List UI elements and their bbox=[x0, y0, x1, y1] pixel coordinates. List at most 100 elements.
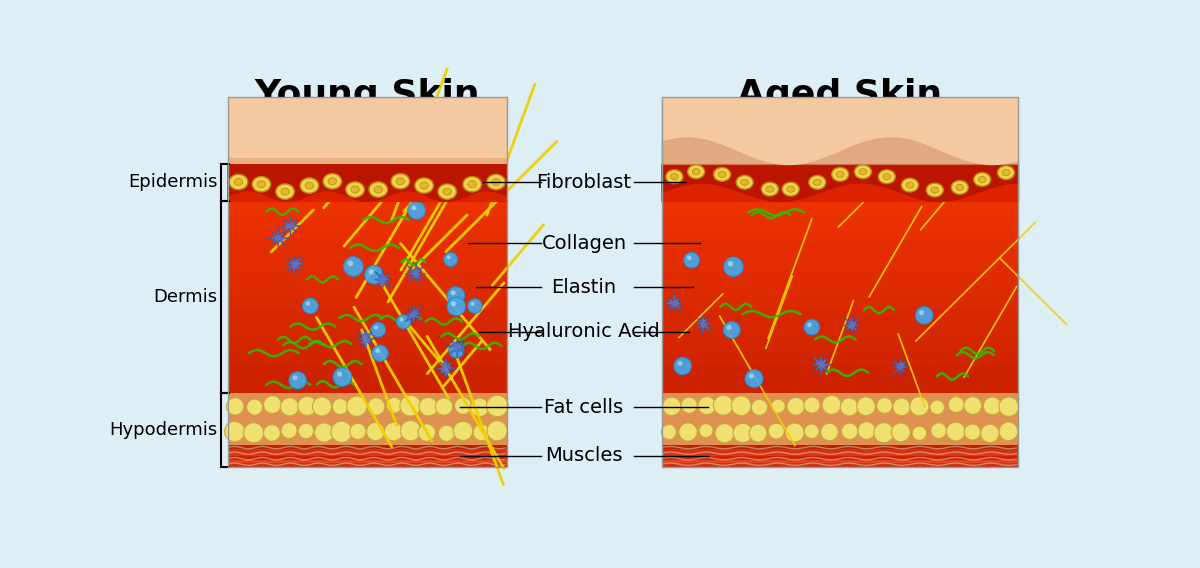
Ellipse shape bbox=[1002, 169, 1010, 176]
Circle shape bbox=[804, 424, 820, 438]
Circle shape bbox=[293, 375, 298, 380]
Polygon shape bbox=[228, 316, 506, 326]
Circle shape bbox=[438, 425, 455, 441]
Circle shape bbox=[299, 423, 313, 438]
Polygon shape bbox=[661, 452, 1018, 456]
Ellipse shape bbox=[252, 177, 271, 192]
Circle shape bbox=[400, 318, 403, 321]
Ellipse shape bbox=[323, 174, 342, 189]
Circle shape bbox=[365, 265, 384, 284]
Circle shape bbox=[446, 287, 464, 304]
Text: Collagen: Collagen bbox=[541, 233, 626, 253]
Circle shape bbox=[451, 301, 456, 306]
Text: Dermis: Dermis bbox=[154, 288, 217, 306]
Circle shape bbox=[367, 398, 385, 415]
Polygon shape bbox=[661, 249, 1018, 258]
Circle shape bbox=[281, 398, 299, 416]
Ellipse shape bbox=[766, 186, 774, 192]
Polygon shape bbox=[228, 307, 506, 316]
Polygon shape bbox=[661, 374, 1018, 383]
Circle shape bbox=[412, 206, 416, 210]
Circle shape bbox=[368, 269, 374, 274]
Polygon shape bbox=[228, 463, 506, 467]
Text: Fibroblast: Fibroblast bbox=[536, 173, 631, 192]
Circle shape bbox=[947, 422, 965, 441]
Polygon shape bbox=[228, 456, 506, 460]
Polygon shape bbox=[228, 258, 506, 268]
Circle shape bbox=[715, 424, 734, 442]
Circle shape bbox=[289, 371, 306, 389]
Polygon shape bbox=[694, 315, 713, 335]
Circle shape bbox=[698, 396, 716, 415]
Ellipse shape bbox=[346, 182, 365, 197]
Ellipse shape bbox=[956, 184, 964, 190]
Circle shape bbox=[964, 396, 982, 415]
Ellipse shape bbox=[787, 186, 794, 192]
Circle shape bbox=[347, 396, 367, 416]
Circle shape bbox=[749, 373, 754, 378]
Ellipse shape bbox=[391, 174, 409, 189]
Circle shape bbox=[332, 399, 348, 415]
Ellipse shape bbox=[443, 188, 451, 195]
Text: Hyaluronic Acid: Hyaluronic Acid bbox=[508, 322, 660, 341]
Polygon shape bbox=[228, 158, 506, 164]
Polygon shape bbox=[228, 364, 506, 374]
Circle shape bbox=[745, 370, 763, 388]
Ellipse shape bbox=[832, 168, 848, 181]
Polygon shape bbox=[374, 270, 392, 289]
Circle shape bbox=[487, 421, 508, 441]
Circle shape bbox=[804, 319, 820, 335]
Circle shape bbox=[348, 261, 353, 266]
Circle shape bbox=[470, 398, 488, 416]
Circle shape bbox=[772, 399, 785, 413]
Ellipse shape bbox=[415, 178, 433, 193]
Polygon shape bbox=[404, 262, 426, 283]
Circle shape bbox=[840, 398, 858, 416]
Circle shape bbox=[727, 261, 733, 266]
Ellipse shape bbox=[854, 165, 871, 179]
Polygon shape bbox=[356, 329, 374, 350]
Ellipse shape bbox=[878, 170, 895, 183]
Polygon shape bbox=[282, 216, 301, 236]
Circle shape bbox=[386, 398, 402, 413]
Circle shape bbox=[733, 423, 752, 442]
Polygon shape bbox=[228, 98, 506, 164]
Circle shape bbox=[366, 423, 385, 441]
Circle shape bbox=[436, 398, 452, 415]
Circle shape bbox=[473, 424, 490, 441]
Circle shape bbox=[678, 361, 683, 366]
Ellipse shape bbox=[978, 176, 986, 182]
Polygon shape bbox=[661, 364, 1018, 374]
Polygon shape bbox=[664, 292, 683, 312]
Polygon shape bbox=[661, 229, 1018, 239]
Polygon shape bbox=[434, 357, 457, 379]
Circle shape bbox=[787, 398, 805, 415]
Circle shape bbox=[306, 302, 310, 306]
Circle shape bbox=[916, 307, 934, 324]
Polygon shape bbox=[661, 287, 1018, 297]
Circle shape bbox=[454, 421, 473, 441]
Polygon shape bbox=[661, 345, 1018, 354]
Polygon shape bbox=[228, 249, 506, 258]
Circle shape bbox=[822, 395, 841, 415]
Circle shape bbox=[446, 297, 466, 316]
Circle shape bbox=[874, 423, 894, 442]
Polygon shape bbox=[661, 449, 1018, 452]
Polygon shape bbox=[661, 460, 1018, 463]
Circle shape bbox=[808, 323, 811, 327]
Circle shape bbox=[468, 299, 482, 314]
Ellipse shape bbox=[782, 182, 799, 196]
Circle shape bbox=[486, 395, 508, 417]
Polygon shape bbox=[228, 449, 506, 452]
Polygon shape bbox=[661, 326, 1018, 336]
Polygon shape bbox=[228, 393, 506, 445]
Circle shape bbox=[419, 398, 438, 416]
Circle shape bbox=[376, 349, 380, 353]
Polygon shape bbox=[228, 297, 506, 307]
Circle shape bbox=[1000, 422, 1018, 441]
Polygon shape bbox=[661, 354, 1018, 364]
Circle shape bbox=[857, 397, 875, 416]
Polygon shape bbox=[661, 383, 1018, 393]
Circle shape bbox=[264, 396, 282, 414]
Circle shape bbox=[451, 290, 456, 295]
